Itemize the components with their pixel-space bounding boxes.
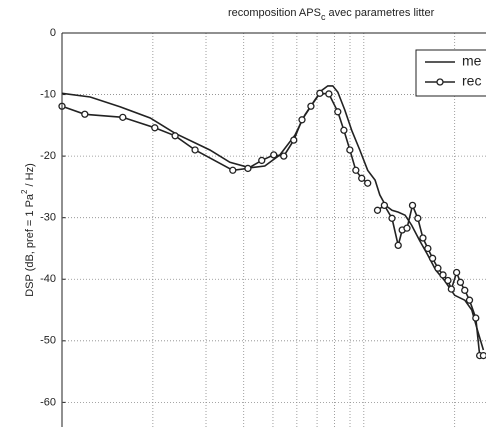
data-point — [119, 113, 127, 121]
data-point — [434, 264, 442, 272]
data-point — [258, 156, 266, 165]
data-point — [334, 108, 342, 116]
ylabel-main: DSP (dB, pref = 1 Pa — [24, 193, 36, 297]
data-point — [380, 201, 389, 210]
legend-label: me — [462, 53, 482, 69]
title-rest: avec parametres litter — [325, 7, 434, 19]
data-point — [325, 90, 333, 98]
data-point — [373, 206, 382, 214]
data-point — [364, 179, 372, 187]
y-tick-label: -50 — [40, 335, 56, 347]
data-point — [191, 146, 199, 154]
data-point — [414, 214, 422, 222]
y-tick-label: -20 — [40, 150, 56, 162]
y-tick-label: -40 — [40, 273, 56, 285]
data-point — [298, 116, 306, 124]
data-point — [428, 254, 437, 262]
title-subscript: c — [321, 12, 326, 22]
data-point — [244, 164, 252, 173]
data-point — [352, 166, 360, 174]
data-point — [444, 276, 452, 285]
data-point — [316, 89, 324, 97]
data-point — [465, 296, 474, 304]
data-point — [424, 244, 432, 253]
data-point — [171, 132, 179, 140]
data-point — [461, 286, 469, 294]
data-point — [479, 351, 486, 360]
data-point — [280, 152, 288, 160]
data-point — [456, 278, 465, 286]
data-point — [403, 224, 411, 232]
data-point — [229, 166, 237, 174]
data-point — [307, 102, 315, 110]
plot-area — [58, 32, 486, 427]
y-axis-label: DSP (dB, pref = 1 Pa2 / Hz) — [20, 163, 36, 297]
data-point — [340, 126, 348, 134]
data-point — [346, 146, 354, 154]
data-point — [290, 136, 298, 144]
data-point — [151, 124, 159, 132]
ylabel-superscript: 2 — [20, 189, 29, 194]
legend-label: rec — [462, 73, 481, 89]
legend: me rec — [415, 49, 486, 97]
y-tick-label: -60 — [40, 396, 56, 408]
legend-marker — [436, 78, 444, 86]
data-point — [408, 201, 417, 210]
data-point — [472, 314, 480, 322]
legend-box — [415, 49, 486, 97]
y-tick-label: -10 — [40, 88, 56, 100]
data-point — [394, 241, 402, 250]
data-point — [81, 110, 89, 118]
data-point — [452, 268, 461, 277]
y-tick-label: 0 — [50, 27, 56, 39]
ylabel-rest: / Hz) — [24, 163, 36, 189]
data-point — [388, 214, 396, 222]
y-tick-label: -30 — [40, 212, 56, 224]
data-point — [419, 234, 427, 242]
title-main: recomposition APS — [228, 7, 321, 19]
data-point — [439, 271, 447, 279]
data-point — [270, 151, 278, 159]
chart-title: recomposition APSc avec parametres litte… — [228, 7, 435, 22]
series-line — [61, 92, 484, 357]
data-point — [358, 174, 366, 182]
data-point — [447, 285, 456, 293]
